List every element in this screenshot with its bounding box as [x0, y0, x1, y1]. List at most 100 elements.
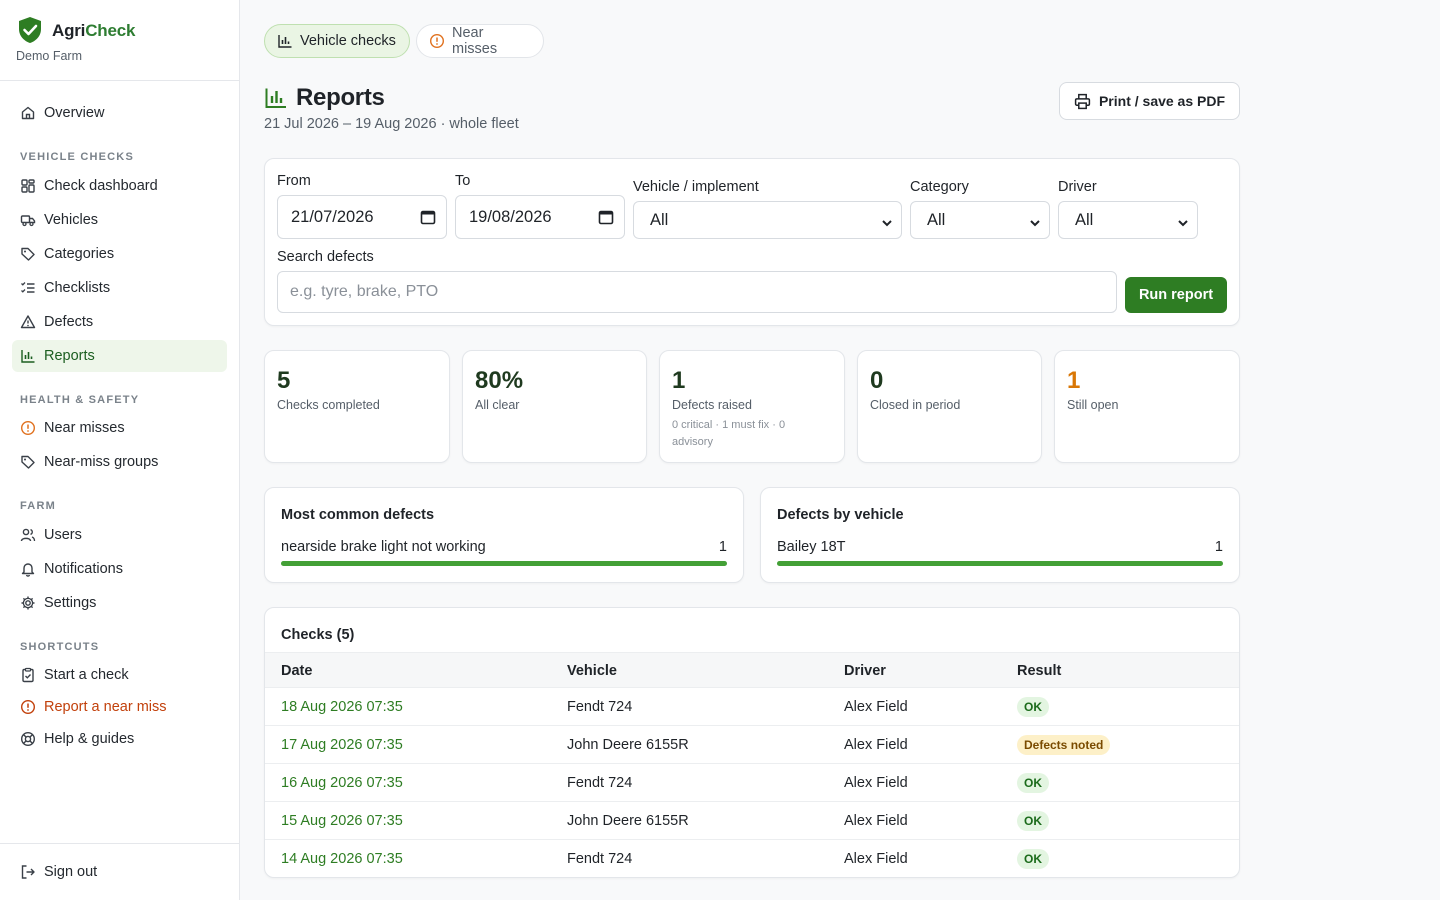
stat-label: All clear — [475, 398, 520, 412]
sidebar-item-label: Defects — [44, 314, 94, 330]
check-date-link[interactable]: 14 Aug 2026 07:35 — [281, 851, 403, 867]
calendar-icon[interactable] — [598, 209, 614, 230]
tab-vehicle-checks[interactable]: Vehicle checks — [264, 24, 410, 58]
sidebar-item-categories[interactable]: Categories — [12, 238, 227, 270]
printer-icon — [1074, 93, 1091, 110]
tab-label: Near misses — [452, 25, 498, 57]
sidebar-item-start-check[interactable]: Start a check — [12, 659, 227, 691]
alert-circle-icon — [20, 699, 36, 715]
search-defects-input[interactable] — [277, 271, 1117, 313]
sidebar-item-near-misses[interactable]: Near misses — [12, 412, 227, 444]
lifebuoy-icon — [20, 731, 36, 747]
sidebar-item-vehicles[interactable]: Vehicles — [12, 204, 227, 236]
sidebar-item-overview[interactable]: Overview — [12, 97, 227, 129]
panel-title: Most common defects — [281, 507, 435, 523]
sidebar-item-report-near-miss[interactable]: Report a near miss — [12, 691, 227, 723]
alert-circle-icon — [20, 420, 36, 436]
sidebar-footer: Sign out — [0, 843, 239, 900]
column-header-result[interactable]: Result — [1017, 663, 1062, 679]
bar-chart-icon — [265, 88, 286, 108]
section-heading-farm: FARM — [20, 500, 56, 512]
panel-title: Defects by vehicle — [777, 507, 904, 523]
sidebar-item-reports[interactable]: Reports — [12, 340, 227, 372]
sidebar-item-label: Sign out — [44, 864, 98, 880]
stat-value: 1 — [1067, 367, 1081, 394]
sidebar-item-check-dashboard[interactable]: Check dashboard — [12, 170, 227, 202]
result-badge: OK — [1017, 773, 1049, 793]
page-title: Reports — [264, 84, 385, 112]
to-date-value: 19/08/2026 — [469, 207, 552, 226]
to-date-input[interactable]: 19/08/2026 — [455, 195, 625, 239]
stat-label: Checks completed — [277, 398, 380, 412]
result-badge: OK — [1017, 811, 1049, 831]
sign-out-button[interactable]: Sign out — [12, 856, 227, 888]
run-report-button[interactable]: Run report — [1125, 277, 1227, 313]
check-date-link[interactable]: 15 Aug 2026 07:35 — [281, 813, 403, 829]
sidebar-item-notifications[interactable]: Notifications — [12, 553, 227, 585]
sidebar-item-label: Near-miss groups — [44, 454, 159, 470]
column-header-date[interactable]: Date — [281, 663, 313, 679]
clipboard-check-icon — [20, 667, 36, 683]
sidebar-item-users[interactable]: Users — [12, 519, 227, 551]
vehicle-select-value: All — [650, 210, 669, 229]
vehicle-cell: John Deere 6155R — [567, 813, 689, 829]
section-heading-shortcuts: SHORTCUTS — [20, 641, 100, 653]
vehicle-select[interactable]: All — [633, 201, 902, 239]
sidebar-item-checklists[interactable]: Checklists — [12, 272, 227, 304]
stat-value: 0 — [870, 367, 884, 394]
stat-card-checks-completed: 5 Checks completed — [264, 350, 450, 463]
driver-select[interactable]: All — [1058, 201, 1198, 239]
calendar-icon[interactable] — [420, 209, 436, 230]
gear-icon — [20, 595, 36, 611]
category-select[interactable]: All — [910, 201, 1050, 239]
stat-card-still-open: 1 Still open — [1054, 350, 1240, 463]
stat-breakdown: 0 critical · 1 must fix · 0 advisory — [672, 419, 786, 448]
result-badge: OK — [1017, 849, 1049, 869]
alert-circle-icon — [429, 33, 445, 49]
sidebar-item-settings[interactable]: Settings — [12, 587, 227, 619]
from-date-input[interactable]: 21/07/2026 — [277, 195, 447, 239]
table-row[interactable]: 15 Aug 2026 07:35 John Deere 6155R Alex Fi… — [265, 802, 1239, 840]
check-date-link[interactable]: 18 Aug 2026 07:35 — [281, 699, 403, 715]
page-title-text: Reports — [296, 84, 385, 111]
sidebar-item-defects[interactable]: Defects — [12, 306, 227, 338]
tab-near-misses[interactable]: Near misses — [416, 24, 544, 58]
checks-table-card: Checks (5) Date Vehicle Driver Result 18… — [264, 607, 1240, 878]
check-date-link[interactable]: 16 Aug 2026 07:35 — [281, 775, 403, 791]
grid-icon — [20, 178, 36, 194]
result-badge: Defects noted — [1017, 735, 1111, 755]
check-date-link[interactable]: 17 Aug 2026 07:35 — [281, 737, 403, 753]
vehicle-label: Bailey 18T — [777, 539, 846, 555]
tag-icon — [20, 454, 36, 470]
defect-label: nearside brake light not working — [281, 539, 486, 555]
bar-chart-icon — [20, 348, 36, 364]
table-row[interactable]: 17 Aug 2026 07:35 John Deere 6155R Alex Fi… — [265, 726, 1239, 764]
sidebar-item-label: Start a check — [44, 667, 129, 683]
column-header-vehicle[interactable]: Vehicle — [567, 663, 617, 679]
to-label: To — [455, 173, 471, 189]
sidebar-item-near-miss-groups[interactable]: Near-miss groups — [12, 446, 227, 478]
app-name[interactable]: AgriCheck — [52, 21, 136, 40]
defect-bar-track — [281, 561, 727, 566]
shield-check-logo-icon — [19, 17, 41, 43]
table-row[interactable]: 14 Aug 2026 07:35 Fendt 724 Alex Field OK — [265, 840, 1239, 877]
category-label: Category — [910, 179, 969, 195]
truck-icon — [20, 212, 36, 228]
column-header-driver[interactable]: Driver — [844, 663, 886, 679]
checklist-icon — [20, 280, 36, 296]
chevron-down-icon — [1029, 215, 1041, 234]
sidebar-item-label: Vehicles — [44, 212, 99, 228]
sign-out-icon — [20, 864, 36, 880]
table-row[interactable]: 16 Aug 2026 07:35 Fendt 724 Alex Field OK — [265, 764, 1239, 802]
stat-label: Defects raised — [672, 398, 752, 412]
defect-bar-fill — [281, 561, 727, 566]
sidebar-item-label: Checklists — [44, 280, 111, 296]
sidebar-item-label: Reports — [44, 348, 95, 364]
table-row[interactable]: 18 Aug 2026 07:35 Fendt 724 Alex Field OK — [265, 688, 1239, 726]
vehicle-cell: Fendt 724 — [567, 775, 633, 791]
sidebar-item-label: Notifications — [44, 561, 123, 577]
sidebar-item-help-guides[interactable]: Help & guides — [12, 723, 227, 755]
print-pdf-button[interactable]: Print / save as PDF — [1059, 82, 1240, 120]
sidebar-item-label: Settings — [44, 595, 97, 611]
vehicle-defect-count: 1 — [1214, 539, 1223, 555]
